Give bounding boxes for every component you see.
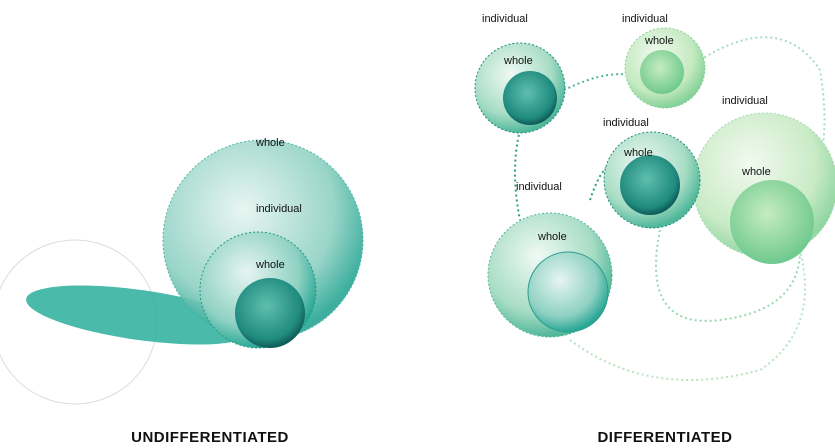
label: individual <box>482 13 528 25</box>
inner-sphere <box>527 251 609 333</box>
label: individual <box>516 181 562 193</box>
label: whole <box>644 35 674 47</box>
inner-sphere <box>620 155 680 215</box>
label: individual <box>722 95 768 107</box>
inner-sphere <box>235 278 305 348</box>
caption: DIFFERENTIATED <box>597 429 732 446</box>
label: whole <box>255 259 285 271</box>
label: individual <box>622 13 668 25</box>
label: individual <box>256 203 302 215</box>
label: whole <box>623 147 653 159</box>
shadow-disc <box>26 285 254 345</box>
label: individual <box>603 117 649 129</box>
right-panel: individual whole individual whole indivi… <box>474 13 835 446</box>
left-panel: whole individual whole UNDIFFERENTIATED <box>0 137 364 446</box>
label: whole <box>503 55 533 67</box>
label: whole <box>741 166 771 178</box>
inner-sphere <box>730 180 814 264</box>
label: whole <box>537 231 567 243</box>
inner-sphere <box>640 50 684 94</box>
inner-sphere <box>503 71 557 125</box>
caption: UNDIFFERENTIATED <box>131 429 289 446</box>
label: whole <box>255 137 285 149</box>
